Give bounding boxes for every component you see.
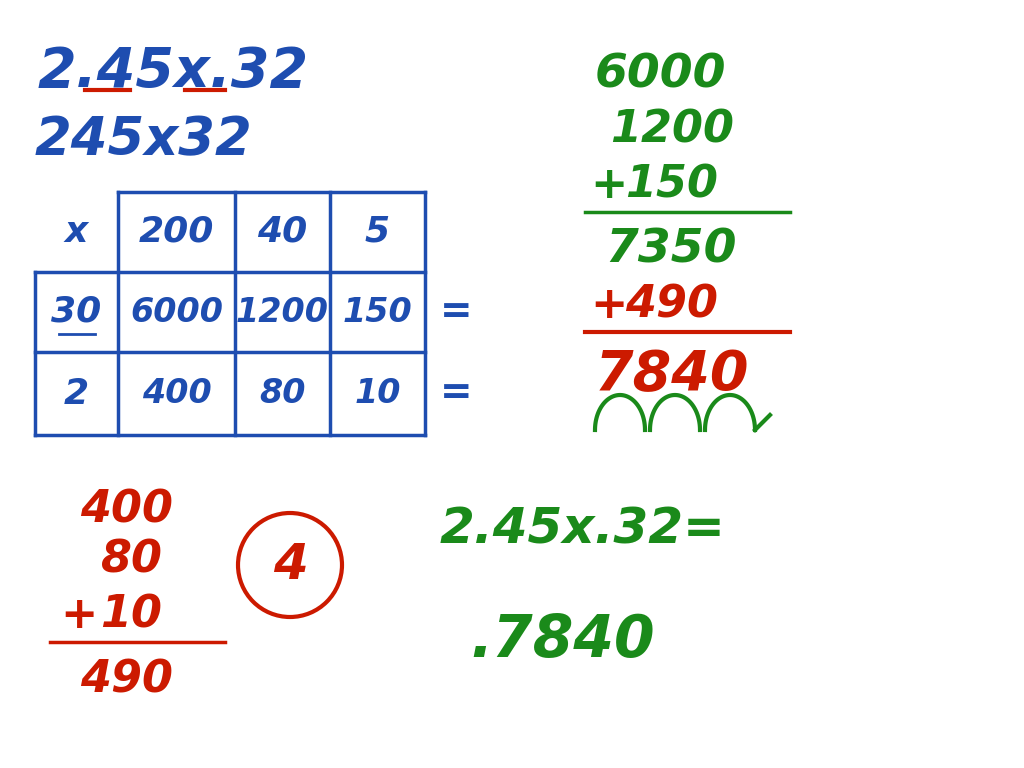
Text: 200: 200 [139, 215, 214, 249]
Text: 7350: 7350 [605, 227, 736, 273]
Text: 40: 40 [257, 215, 307, 249]
Text: 6000: 6000 [130, 296, 223, 329]
Text: .7840: .7840 [470, 611, 654, 668]
Text: 80: 80 [100, 538, 162, 581]
Text: x: x [65, 215, 88, 249]
Text: 30: 30 [51, 295, 101, 329]
Text: =: = [440, 293, 473, 331]
Text: 490: 490 [80, 658, 173, 701]
Text: 1200: 1200 [610, 108, 734, 151]
Text: +: + [590, 164, 628, 207]
Text: 245x32: 245x32 [35, 114, 253, 166]
Text: 400: 400 [141, 377, 211, 410]
Text: 7840: 7840 [595, 348, 750, 402]
Text: 4: 4 [272, 541, 307, 589]
Text: 6000: 6000 [595, 52, 726, 98]
Text: 400: 400 [80, 488, 173, 531]
Text: 2.45x.32=: 2.45x.32= [440, 506, 726, 554]
Text: 80: 80 [259, 377, 306, 410]
Text: =: = [440, 375, 473, 412]
Text: 10: 10 [100, 594, 162, 637]
Text: 1200: 1200 [236, 296, 329, 329]
Text: +: + [60, 594, 97, 637]
Text: 150: 150 [343, 296, 413, 329]
Text: 2.45x.32: 2.45x.32 [38, 45, 309, 99]
Text: 10: 10 [354, 377, 400, 410]
Text: 150: 150 [625, 164, 718, 207]
Text: 490: 490 [625, 283, 718, 326]
Text: 5: 5 [365, 215, 390, 249]
Text: 2: 2 [63, 376, 89, 411]
Text: +: + [590, 283, 628, 326]
